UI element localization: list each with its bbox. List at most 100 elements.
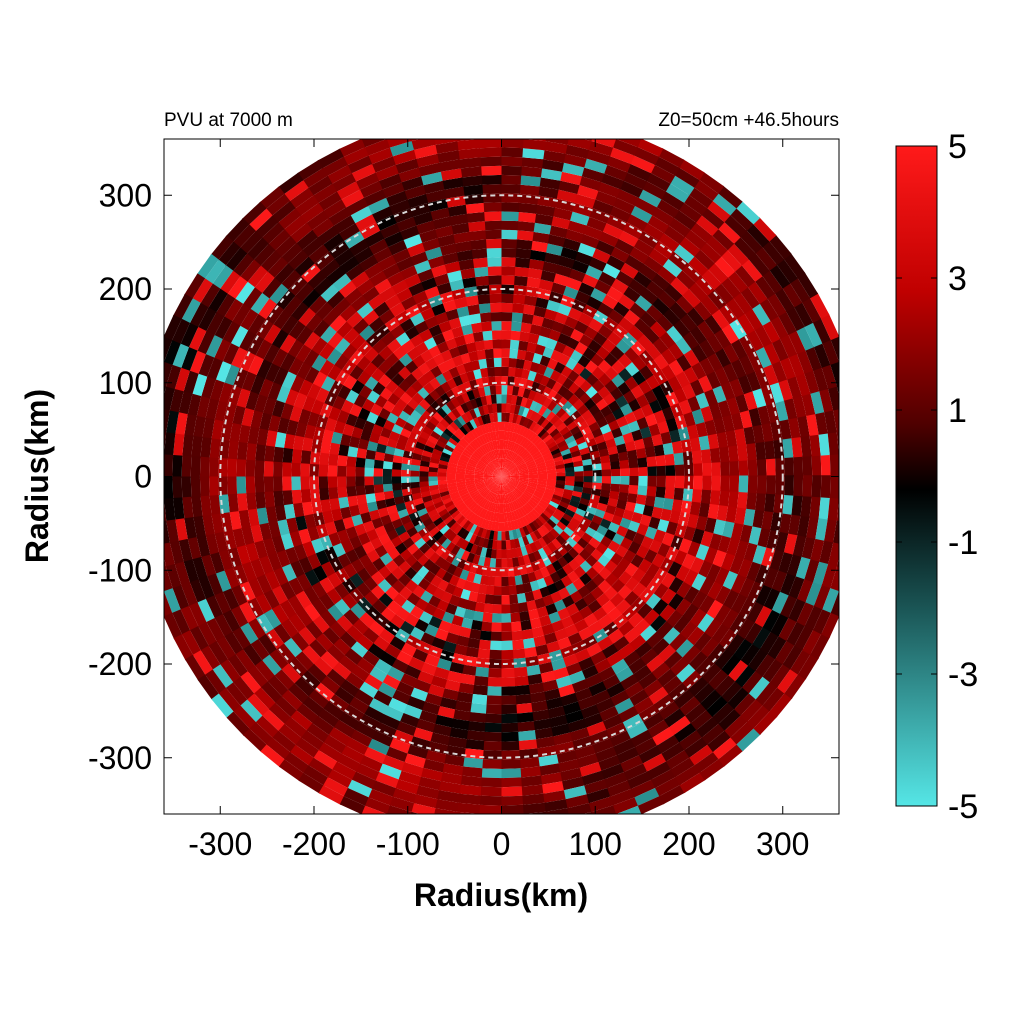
pvu-cell — [441, 252, 459, 265]
pvu-cell — [308, 295, 327, 315]
pvu-cell — [469, 419, 478, 430]
pvu-cell — [665, 545, 680, 562]
pvu-cell — [189, 602, 207, 628]
pvu-cell — [294, 195, 319, 217]
pvu-cell — [581, 770, 606, 786]
pvu-cell — [189, 579, 207, 604]
pvu-cell — [403, 185, 426, 200]
pvu-cell — [455, 394, 466, 406]
pvu-cell — [305, 313, 323, 333]
pvu-cell — [490, 549, 497, 559]
pvu-cell — [364, 747, 388, 765]
pvu-cell — [706, 370, 722, 390]
pvu-cell — [364, 467, 374, 477]
pvu-cell — [691, 449, 703, 464]
pvu-cell — [164, 409, 170, 434]
pvu-cell — [411, 560, 424, 573]
pvu-cell — [731, 521, 744, 541]
pvu-cell — [412, 211, 433, 226]
pvu-cell — [492, 476, 502, 479]
pvu-cell — [655, 454, 666, 467]
pvu-cell — [657, 542, 671, 558]
pvu-cell — [649, 320, 667, 338]
pvu-cell — [382, 468, 392, 477]
pvu-cell — [628, 301, 647, 319]
pvu-cell — [501, 476, 510, 482]
pvu-cell — [420, 277, 437, 291]
pvu-cell — [428, 476, 438, 482]
pvu-cell — [198, 576, 215, 601]
pvu-cell — [460, 589, 472, 601]
pvu-cell — [460, 175, 483, 187]
pvu-cell — [287, 357, 304, 377]
pvu-cell — [492, 473, 502, 477]
pvu-cell — [451, 615, 465, 627]
pvu-cell — [467, 444, 476, 453]
pvu-cell — [386, 746, 409, 763]
pvu-cell — [332, 543, 346, 558]
pvu-cell — [412, 144, 438, 159]
pvu-cell — [574, 290, 591, 305]
pvu-cell — [432, 139, 458, 146]
pvu-cell — [579, 380, 592, 393]
pvu-cell — [516, 461, 526, 468]
pvu-cell — [515, 248, 532, 259]
pvu-cell — [492, 493, 497, 503]
colorbar-tick-label: 5 — [948, 128, 967, 166]
pvu-cell — [636, 544, 650, 559]
pvu-cell — [556, 396, 568, 408]
pvu-cell — [355, 721, 378, 740]
pvu-cell — [539, 168, 563, 181]
pvu-cell — [700, 294, 720, 316]
pvu-cell — [190, 456, 201, 478]
pvu-cell — [512, 454, 520, 463]
pvu-cell — [395, 332, 411, 347]
pvu-cell — [600, 173, 624, 190]
pvu-cell — [371, 517, 384, 530]
pvu-cell — [499, 494, 502, 504]
pvu-cell — [562, 153, 587, 168]
pvu-cell — [718, 303, 738, 325]
pvu-cell — [509, 481, 518, 487]
pvu-cell — [682, 602, 700, 622]
pvu-cell — [301, 670, 322, 691]
pvu-cell — [625, 440, 636, 452]
pvu-cell — [560, 324, 575, 338]
pvu-cell — [173, 634, 194, 661]
pvu-cell — [248, 208, 273, 232]
pvu-cell — [311, 500, 323, 515]
pvu-cell — [453, 297, 468, 309]
pvu-cell — [436, 234, 456, 248]
pvu-cell — [419, 471, 429, 477]
pvu-cell — [646, 214, 670, 234]
pvu-cell — [404, 373, 418, 387]
pvu-cell — [771, 337, 789, 362]
pvu-cell — [494, 484, 499, 494]
pvu-cell — [559, 530, 571, 542]
pvu-cell — [449, 727, 470, 740]
pvu-cell — [571, 640, 588, 654]
pvu-cell — [419, 171, 443, 186]
x-axis-title: Radius(km) — [414, 877, 588, 913]
pvu-cell — [241, 407, 255, 428]
pvu-cell — [180, 322, 199, 349]
pvu-cell — [282, 476, 292, 492]
pvu-cell — [562, 430, 573, 440]
pvu-cell — [280, 581, 297, 601]
pvu-cell — [804, 321, 823, 348]
pvu-cell — [263, 324, 282, 345]
pvu-cell — [567, 802, 593, 814]
pvu-cell — [645, 343, 661, 360]
pvu-cell — [740, 698, 764, 723]
pvu-cell — [564, 435, 576, 445]
pvu-cell — [738, 354, 755, 376]
pvu-cell — [624, 562, 639, 577]
pvu-cell — [736, 313, 755, 335]
pvu-cell — [484, 453, 492, 462]
pvu-cell — [269, 649, 290, 671]
pvu-cell — [442, 641, 458, 654]
pvu-cell — [556, 422, 567, 432]
pvu-cell — [700, 448, 712, 464]
pvu-cell — [537, 186, 559, 199]
pvu-cell — [298, 772, 325, 794]
